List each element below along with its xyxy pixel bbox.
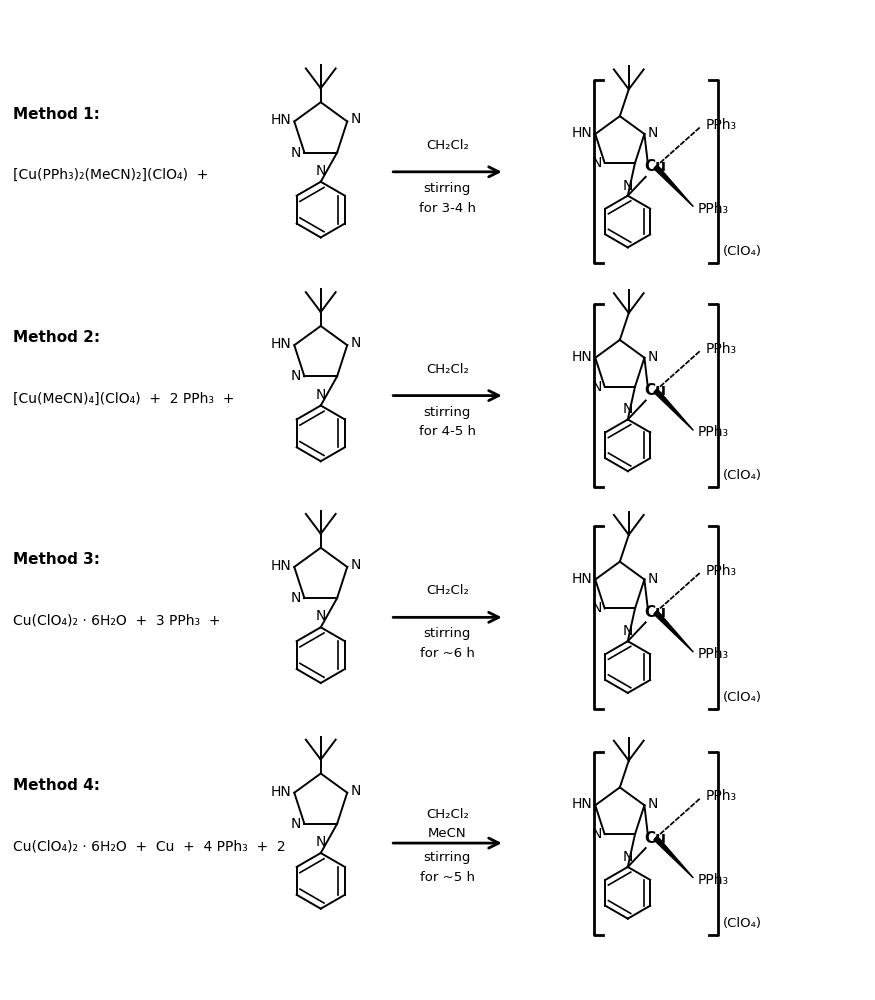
Text: (ClO₄): (ClO₄) bbox=[723, 469, 762, 482]
Text: Method 3:: Method 3: bbox=[13, 552, 100, 567]
Text: PPh₃: PPh₃ bbox=[705, 342, 737, 356]
Text: PPh₃: PPh₃ bbox=[697, 647, 729, 661]
Text: Method 2:: Method 2: bbox=[13, 330, 100, 345]
Text: for 4-5 h: for 4-5 h bbox=[419, 425, 476, 438]
Polygon shape bbox=[654, 165, 693, 207]
Text: N: N bbox=[291, 817, 301, 831]
Text: Cu(ClO₄)₂ · 6H₂O  +  3 PPh₃  +: Cu(ClO₄)₂ · 6H₂O + 3 PPh₃ + bbox=[13, 613, 220, 627]
Text: Cu: Cu bbox=[645, 605, 667, 620]
Text: CH₂Cl₂: CH₂Cl₂ bbox=[426, 808, 469, 821]
Text: N: N bbox=[291, 591, 301, 605]
Text: N: N bbox=[648, 572, 658, 586]
Text: CH₂Cl₂: CH₂Cl₂ bbox=[426, 363, 469, 376]
Text: Cu: Cu bbox=[645, 159, 667, 174]
Text: PPh₃: PPh₃ bbox=[697, 425, 729, 439]
Text: PPh₃: PPh₃ bbox=[705, 564, 737, 578]
Text: HN: HN bbox=[571, 572, 592, 586]
Text: N: N bbox=[316, 388, 326, 402]
Text: (ClO₄): (ClO₄) bbox=[723, 691, 762, 704]
Text: Cu: Cu bbox=[645, 383, 667, 398]
Text: [Cu(MeCN)₄](ClO₄)  +  2 PPh₃  +: [Cu(MeCN)₄](ClO₄) + 2 PPh₃ + bbox=[13, 392, 234, 406]
Text: N: N bbox=[648, 126, 658, 140]
Polygon shape bbox=[654, 836, 693, 878]
Text: (ClO₄): (ClO₄) bbox=[723, 917, 762, 930]
Text: N: N bbox=[592, 827, 602, 841]
Text: CH₂Cl₂: CH₂Cl₂ bbox=[426, 139, 469, 152]
Text: N: N bbox=[350, 558, 360, 572]
Text: stirring: stirring bbox=[424, 406, 471, 419]
Text: HN: HN bbox=[270, 337, 291, 351]
Text: Cu: Cu bbox=[645, 831, 667, 846]
Text: N: N bbox=[350, 336, 360, 350]
Text: HN: HN bbox=[270, 559, 291, 573]
Text: N: N bbox=[592, 601, 602, 615]
Text: (ClO₄): (ClO₄) bbox=[723, 245, 762, 258]
Text: N: N bbox=[350, 112, 360, 126]
Text: N: N bbox=[623, 850, 633, 864]
Polygon shape bbox=[654, 389, 693, 430]
Text: HN: HN bbox=[270, 785, 291, 799]
Text: [Cu(PPh₃)₂(MeCN)₂](ClO₄)  +: [Cu(PPh₃)₂(MeCN)₂](ClO₄) + bbox=[13, 168, 208, 182]
Text: N: N bbox=[291, 146, 301, 160]
Text: N: N bbox=[623, 179, 633, 193]
Text: stirring: stirring bbox=[424, 182, 471, 195]
Text: MeCN: MeCN bbox=[428, 827, 466, 840]
Text: for 3-4 h: for 3-4 h bbox=[419, 202, 476, 215]
Text: HN: HN bbox=[571, 350, 592, 364]
Text: PPh₃: PPh₃ bbox=[697, 202, 729, 216]
Text: N: N bbox=[623, 624, 633, 638]
Text: HN: HN bbox=[571, 126, 592, 140]
Text: Method 4:: Method 4: bbox=[13, 778, 100, 793]
Text: N: N bbox=[350, 784, 360, 798]
Text: Method 1:: Method 1: bbox=[13, 107, 100, 122]
Text: N: N bbox=[623, 402, 633, 416]
Text: N: N bbox=[291, 369, 301, 383]
Text: N: N bbox=[592, 380, 602, 394]
Text: for ~5 h: for ~5 h bbox=[420, 871, 475, 884]
Text: stirring: stirring bbox=[424, 627, 471, 640]
Text: PPh₃: PPh₃ bbox=[697, 873, 729, 887]
Text: N: N bbox=[592, 156, 602, 170]
Text: for ~6 h: for ~6 h bbox=[420, 647, 475, 660]
Text: N: N bbox=[648, 350, 658, 364]
Text: N: N bbox=[316, 609, 326, 623]
Text: N: N bbox=[648, 797, 658, 811]
Text: PPh₃: PPh₃ bbox=[705, 118, 737, 132]
Polygon shape bbox=[654, 611, 693, 652]
Text: HN: HN bbox=[571, 797, 592, 811]
Text: PPh₃: PPh₃ bbox=[705, 789, 737, 803]
Text: N: N bbox=[316, 835, 326, 849]
Text: CH₂Cl₂: CH₂Cl₂ bbox=[426, 584, 469, 597]
Text: stirring: stirring bbox=[424, 851, 471, 864]
Text: Cu(ClO₄)₂ · 6H₂O  +  Cu  +  4 PPh₃  +  2: Cu(ClO₄)₂ · 6H₂O + Cu + 4 PPh₃ + 2 bbox=[13, 839, 285, 853]
Text: N: N bbox=[316, 164, 326, 178]
Text: HN: HN bbox=[270, 113, 291, 127]
